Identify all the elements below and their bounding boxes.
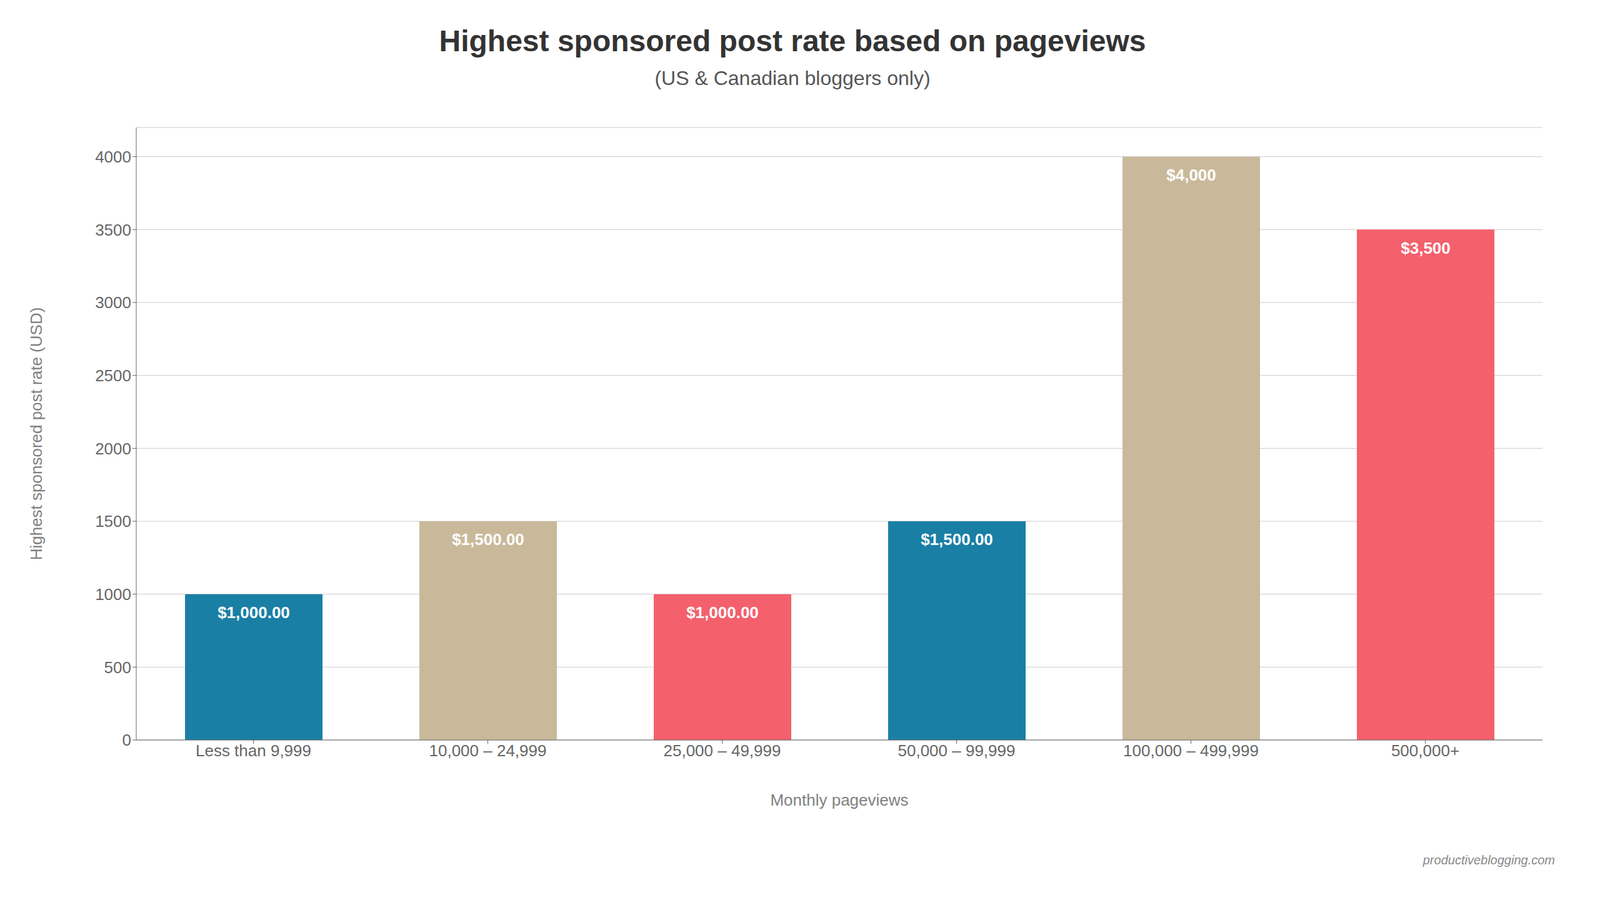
svg-text:3000: 3000	[95, 293, 132, 312]
svg-text:500,000+: 500,000+	[1391, 741, 1460, 760]
svg-text:1000: 1000	[95, 585, 132, 604]
svg-text:25,000 – 49,999: 25,000 – 49,999	[663, 741, 782, 760]
html-text:Highest sponsored post rate ba: Highest sponsored post rate based on pag…	[439, 24, 1146, 58]
svg-text:$1,500.00: $1,500.00	[920, 530, 994, 549]
svg-text:$1,500.00: $1,500.00	[451, 530, 525, 549]
svg-text:10,000 – 24,999: 10,000 – 24,999	[429, 741, 547, 760]
svg-text:4000: 4000	[95, 147, 132, 167]
svg-text:Less than 9,999: Less than 9,999	[195, 741, 312, 760]
svg-text:$1,000.00: $1,000.00	[686, 603, 759, 622]
svg-text:$3,500: $3,500	[1400, 238, 1451, 258]
html-text:productiveblogging.com: productiveblogging.com	[1423, 853, 1555, 867]
svg-text:2000: 2000	[95, 439, 132, 459]
svg-text:100,000 – 499,999: 100,000 – 499,999	[1123, 741, 1259, 760]
svg-text:50,000 – 99,999: 50,000 – 99,999	[898, 741, 1016, 760]
svg-text:2500: 2500	[95, 366, 132, 385]
svg-text:Highest sponsored post rate (U: Highest sponsored post rate (USD)	[26, 307, 46, 561]
svg-text:Monthly pageviews: Monthly pageviews	[770, 790, 909, 810]
svg-text:0: 0	[122, 730, 132, 750]
svg-text:500: 500	[104, 658, 132, 677]
svg-text:$1,000.00: $1,000.00	[217, 603, 290, 622]
svg-text:1500: 1500	[95, 511, 132, 531]
svg-text:3500: 3500	[95, 220, 132, 240]
html-text:(US & Canadian bloggers only): (US & Canadian bloggers only)	[654, 66, 931, 90]
svg-text:$4,000: $4,000	[1166, 165, 1217, 185]
